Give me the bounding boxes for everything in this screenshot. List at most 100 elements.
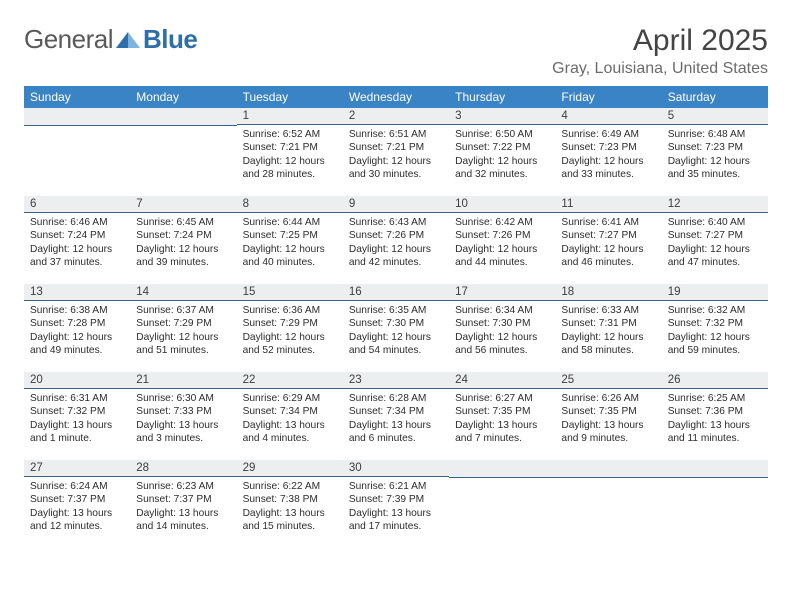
calendar-cell: 17Sunrise: 6:34 AMSunset: 7:30 PMDayligh… bbox=[449, 284, 555, 372]
day-number: 20 bbox=[24, 372, 130, 389]
day-number: 2 bbox=[343, 108, 449, 125]
day-detail: Sunrise: 6:46 AMSunset: 7:24 PMDaylight:… bbox=[24, 213, 130, 272]
day-number: 24 bbox=[449, 372, 555, 389]
calendar-cell: 10Sunrise: 6:42 AMSunset: 7:26 PMDayligh… bbox=[449, 196, 555, 284]
calendar-cell: 23Sunrise: 6:28 AMSunset: 7:34 PMDayligh… bbox=[343, 372, 449, 460]
day-detail: Sunrise: 6:31 AMSunset: 7:32 PMDaylight:… bbox=[24, 389, 130, 448]
day-detail: Sunrise: 6:25 AMSunset: 7:36 PMDaylight:… bbox=[662, 389, 768, 448]
day-number: 11 bbox=[555, 196, 661, 213]
weekday-header: Tuesday bbox=[237, 86, 343, 108]
calendar-cell: 11Sunrise: 6:41 AMSunset: 7:27 PMDayligh… bbox=[555, 196, 661, 284]
brand-general: General bbox=[24, 24, 113, 55]
day-number: 29 bbox=[237, 460, 343, 477]
day-detail: Sunrise: 6:50 AMSunset: 7:22 PMDaylight:… bbox=[449, 125, 555, 184]
day-detail: Sunrise: 6:48 AMSunset: 7:23 PMDaylight:… bbox=[662, 125, 768, 184]
brand-blue: Blue bbox=[143, 24, 197, 55]
day-number: 12 bbox=[662, 196, 768, 213]
day-number: 13 bbox=[24, 284, 130, 301]
day-number-empty bbox=[130, 108, 236, 126]
day-detail: Sunrise: 6:21 AMSunset: 7:39 PMDaylight:… bbox=[343, 477, 449, 536]
day-detail: Sunrise: 6:28 AMSunset: 7:34 PMDaylight:… bbox=[343, 389, 449, 448]
day-number: 19 bbox=[662, 284, 768, 301]
day-detail: Sunrise: 6:29 AMSunset: 7:34 PMDaylight:… bbox=[237, 389, 343, 448]
weekday-header: Monday bbox=[130, 86, 236, 108]
day-detail: Sunrise: 6:22 AMSunset: 7:38 PMDaylight:… bbox=[237, 477, 343, 536]
day-detail: Sunrise: 6:35 AMSunset: 7:30 PMDaylight:… bbox=[343, 301, 449, 360]
calendar-cell: 25Sunrise: 6:26 AMSunset: 7:35 PMDayligh… bbox=[555, 372, 661, 460]
day-number: 4 bbox=[555, 108, 661, 125]
brand-logo: General Blue bbox=[24, 24, 197, 55]
day-number: 1 bbox=[237, 108, 343, 125]
weekday-header: Saturday bbox=[662, 86, 768, 108]
weekday-header: Wednesday bbox=[343, 86, 449, 108]
day-detail: Sunrise: 6:42 AMSunset: 7:26 PMDaylight:… bbox=[449, 213, 555, 272]
calendar-cell: 24Sunrise: 6:27 AMSunset: 7:35 PMDayligh… bbox=[449, 372, 555, 460]
day-detail: Sunrise: 6:26 AMSunset: 7:35 PMDaylight:… bbox=[555, 389, 661, 448]
day-number: 25 bbox=[555, 372, 661, 389]
day-number: 28 bbox=[130, 460, 236, 477]
day-number-empty bbox=[449, 460, 555, 478]
day-detail: Sunrise: 6:40 AMSunset: 7:27 PMDaylight:… bbox=[662, 213, 768, 272]
calendar-cell: 19Sunrise: 6:32 AMSunset: 7:32 PMDayligh… bbox=[662, 284, 768, 372]
day-number: 9 bbox=[343, 196, 449, 213]
day-detail: Sunrise: 6:33 AMSunset: 7:31 PMDaylight:… bbox=[555, 301, 661, 360]
day-detail: Sunrise: 6:34 AMSunset: 7:30 PMDaylight:… bbox=[449, 301, 555, 360]
day-number-empty bbox=[24, 108, 130, 126]
day-detail: Sunrise: 6:24 AMSunset: 7:37 PMDaylight:… bbox=[24, 477, 130, 536]
calendar-cell: 29Sunrise: 6:22 AMSunset: 7:38 PMDayligh… bbox=[237, 460, 343, 548]
calendar-cell: 5Sunrise: 6:48 AMSunset: 7:23 PMDaylight… bbox=[662, 108, 768, 196]
calendar-cell: 1Sunrise: 6:52 AMSunset: 7:21 PMDaylight… bbox=[237, 108, 343, 196]
calendar-cell: 6Sunrise: 6:46 AMSunset: 7:24 PMDaylight… bbox=[24, 196, 130, 284]
day-detail: Sunrise: 6:27 AMSunset: 7:35 PMDaylight:… bbox=[449, 389, 555, 448]
day-detail: Sunrise: 6:23 AMSunset: 7:37 PMDaylight:… bbox=[130, 477, 236, 536]
calendar-cell: 4Sunrise: 6:49 AMSunset: 7:23 PMDaylight… bbox=[555, 108, 661, 196]
calendar-cell: 30Sunrise: 6:21 AMSunset: 7:39 PMDayligh… bbox=[343, 460, 449, 548]
calendar-cell: 9Sunrise: 6:43 AMSunset: 7:26 PMDaylight… bbox=[343, 196, 449, 284]
day-detail: Sunrise: 6:38 AMSunset: 7:28 PMDaylight:… bbox=[24, 301, 130, 360]
day-detail: Sunrise: 6:30 AMSunset: 7:33 PMDaylight:… bbox=[130, 389, 236, 448]
day-number: 3 bbox=[449, 108, 555, 125]
day-detail: Sunrise: 6:52 AMSunset: 7:21 PMDaylight:… bbox=[237, 125, 343, 184]
calendar-cell: 3Sunrise: 6:50 AMSunset: 7:22 PMDaylight… bbox=[449, 108, 555, 196]
calendar-cell: 27Sunrise: 6:24 AMSunset: 7:37 PMDayligh… bbox=[24, 460, 130, 548]
calendar-table: SundayMondayTuesdayWednesdayThursdayFrid… bbox=[24, 86, 768, 548]
page-title: April 2025 bbox=[552, 24, 768, 58]
day-detail: Sunrise: 6:37 AMSunset: 7:29 PMDaylight:… bbox=[130, 301, 236, 360]
brand-mark-icon bbox=[115, 30, 141, 50]
calendar-cell: 2Sunrise: 6:51 AMSunset: 7:21 PMDaylight… bbox=[343, 108, 449, 196]
calendar-cell: 15Sunrise: 6:36 AMSunset: 7:29 PMDayligh… bbox=[237, 284, 343, 372]
day-number: 26 bbox=[662, 372, 768, 389]
day-number: 8 bbox=[237, 196, 343, 213]
day-detail: Sunrise: 6:43 AMSunset: 7:26 PMDaylight:… bbox=[343, 213, 449, 272]
calendar-cell bbox=[24, 108, 130, 196]
calendar-cell: 21Sunrise: 6:30 AMSunset: 7:33 PMDayligh… bbox=[130, 372, 236, 460]
calendar-cell: 14Sunrise: 6:37 AMSunset: 7:29 PMDayligh… bbox=[130, 284, 236, 372]
calendar-cell: 12Sunrise: 6:40 AMSunset: 7:27 PMDayligh… bbox=[662, 196, 768, 284]
day-number: 27 bbox=[24, 460, 130, 477]
day-detail: Sunrise: 6:51 AMSunset: 7:21 PMDaylight:… bbox=[343, 125, 449, 184]
day-number: 5 bbox=[662, 108, 768, 125]
day-detail: Sunrise: 6:44 AMSunset: 7:25 PMDaylight:… bbox=[237, 213, 343, 272]
calendar-cell: 7Sunrise: 6:45 AMSunset: 7:24 PMDaylight… bbox=[130, 196, 236, 284]
location-text: Gray, Louisiana, United States bbox=[552, 60, 768, 78]
weekday-header: Sunday bbox=[24, 86, 130, 108]
calendar-cell: 8Sunrise: 6:44 AMSunset: 7:25 PMDaylight… bbox=[237, 196, 343, 284]
day-number: 22 bbox=[237, 372, 343, 389]
day-number: 23 bbox=[343, 372, 449, 389]
day-number: 10 bbox=[449, 196, 555, 213]
day-number: 30 bbox=[343, 460, 449, 477]
calendar-cell: 13Sunrise: 6:38 AMSunset: 7:28 PMDayligh… bbox=[24, 284, 130, 372]
calendar-cell: 16Sunrise: 6:35 AMSunset: 7:30 PMDayligh… bbox=[343, 284, 449, 372]
calendar-cell: 28Sunrise: 6:23 AMSunset: 7:37 PMDayligh… bbox=[130, 460, 236, 548]
calendar-cell: 20Sunrise: 6:31 AMSunset: 7:32 PMDayligh… bbox=[24, 372, 130, 460]
day-number-empty bbox=[662, 460, 768, 478]
calendar-cell bbox=[130, 108, 236, 196]
day-number: 7 bbox=[130, 196, 236, 213]
day-detail: Sunrise: 6:41 AMSunset: 7:27 PMDaylight:… bbox=[555, 213, 661, 272]
day-number: 14 bbox=[130, 284, 236, 301]
weekday-header: Friday bbox=[555, 86, 661, 108]
calendar-cell: 18Sunrise: 6:33 AMSunset: 7:31 PMDayligh… bbox=[555, 284, 661, 372]
day-number-empty bbox=[555, 460, 661, 478]
day-number: 18 bbox=[555, 284, 661, 301]
day-detail: Sunrise: 6:36 AMSunset: 7:29 PMDaylight:… bbox=[237, 301, 343, 360]
